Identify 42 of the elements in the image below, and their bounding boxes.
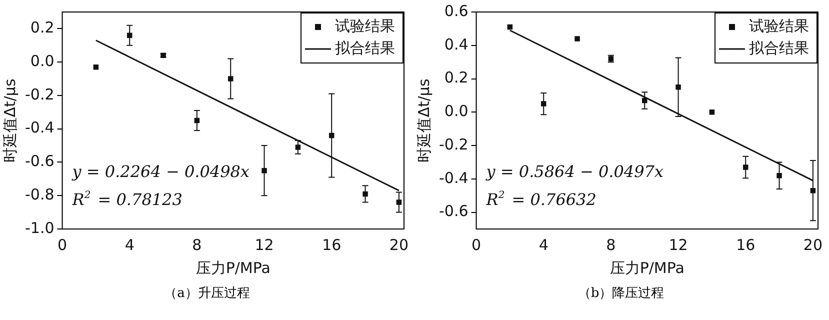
annotation: y = 0.2264 − 0.0498x: [71, 162, 250, 181]
y-tick-label: -0.8: [24, 186, 54, 204]
y-axis-title: 时延值Δt/μs: [0, 78, 19, 162]
x-tick-label: 0: [471, 236, 482, 254]
y-tick-label: -0.4: [24, 118, 54, 137]
y-tick-label: 0.0: [444, 102, 468, 120]
y-tick-label: 0.2: [444, 68, 468, 87]
x-tick-label: 0: [57, 236, 68, 254]
x-tick-label: 16: [322, 236, 342, 254]
legend-label: 拟合结果: [749, 38, 809, 57]
y-tick-label: -0.2: [24, 85, 54, 104]
x-axis-title: 压力P/MPa: [196, 258, 270, 277]
y-tick-label: 0.4: [444, 35, 468, 54]
y-tick-label: -0.4: [438, 168, 468, 187]
y-tick-label: 0.0: [30, 52, 54, 70]
y-tick-label: -0.6: [24, 152, 54, 170]
text: （a）升压过程: [163, 285, 251, 302]
x-tick-label: 8: [606, 236, 616, 254]
point: [507, 24, 513, 30]
annotation: y = 0.5864 − 0.0497x: [485, 162, 664, 181]
legend-label: 试验结果: [335, 16, 395, 35]
x-tick-label: 4: [538, 236, 548, 254]
x-tick-label: 4: [124, 236, 134, 254]
y-tick-label: -1.0: [24, 218, 54, 237]
x-tick-label: 12: [254, 236, 274, 254]
y-tick-label: -0.2: [438, 135, 468, 154]
text: （b）降压过程: [576, 285, 666, 302]
legend-label: 试验结果: [749, 16, 809, 35]
x-tick-label: 20: [803, 236, 822, 254]
point: [93, 64, 99, 70]
y-tick-label: 0.2: [30, 18, 54, 37]
x-tick-label: 20: [389, 236, 408, 254]
x-tick-label: 12: [668, 236, 688, 254]
x-tick-label: 8: [192, 236, 202, 254]
point: [709, 110, 715, 115]
y-tick-label: -0.6: [438, 202, 468, 220]
legend-label: 拟合结果: [335, 38, 395, 57]
y-tick-label: 0.6: [444, 2, 468, 20]
y-axis-title: 时延值Δt/μs: [414, 78, 433, 162]
x-tick-label: 16: [736, 236, 756, 254]
x-axis-title: 压力P/MPa: [610, 258, 684, 277]
point: [574, 36, 580, 42]
